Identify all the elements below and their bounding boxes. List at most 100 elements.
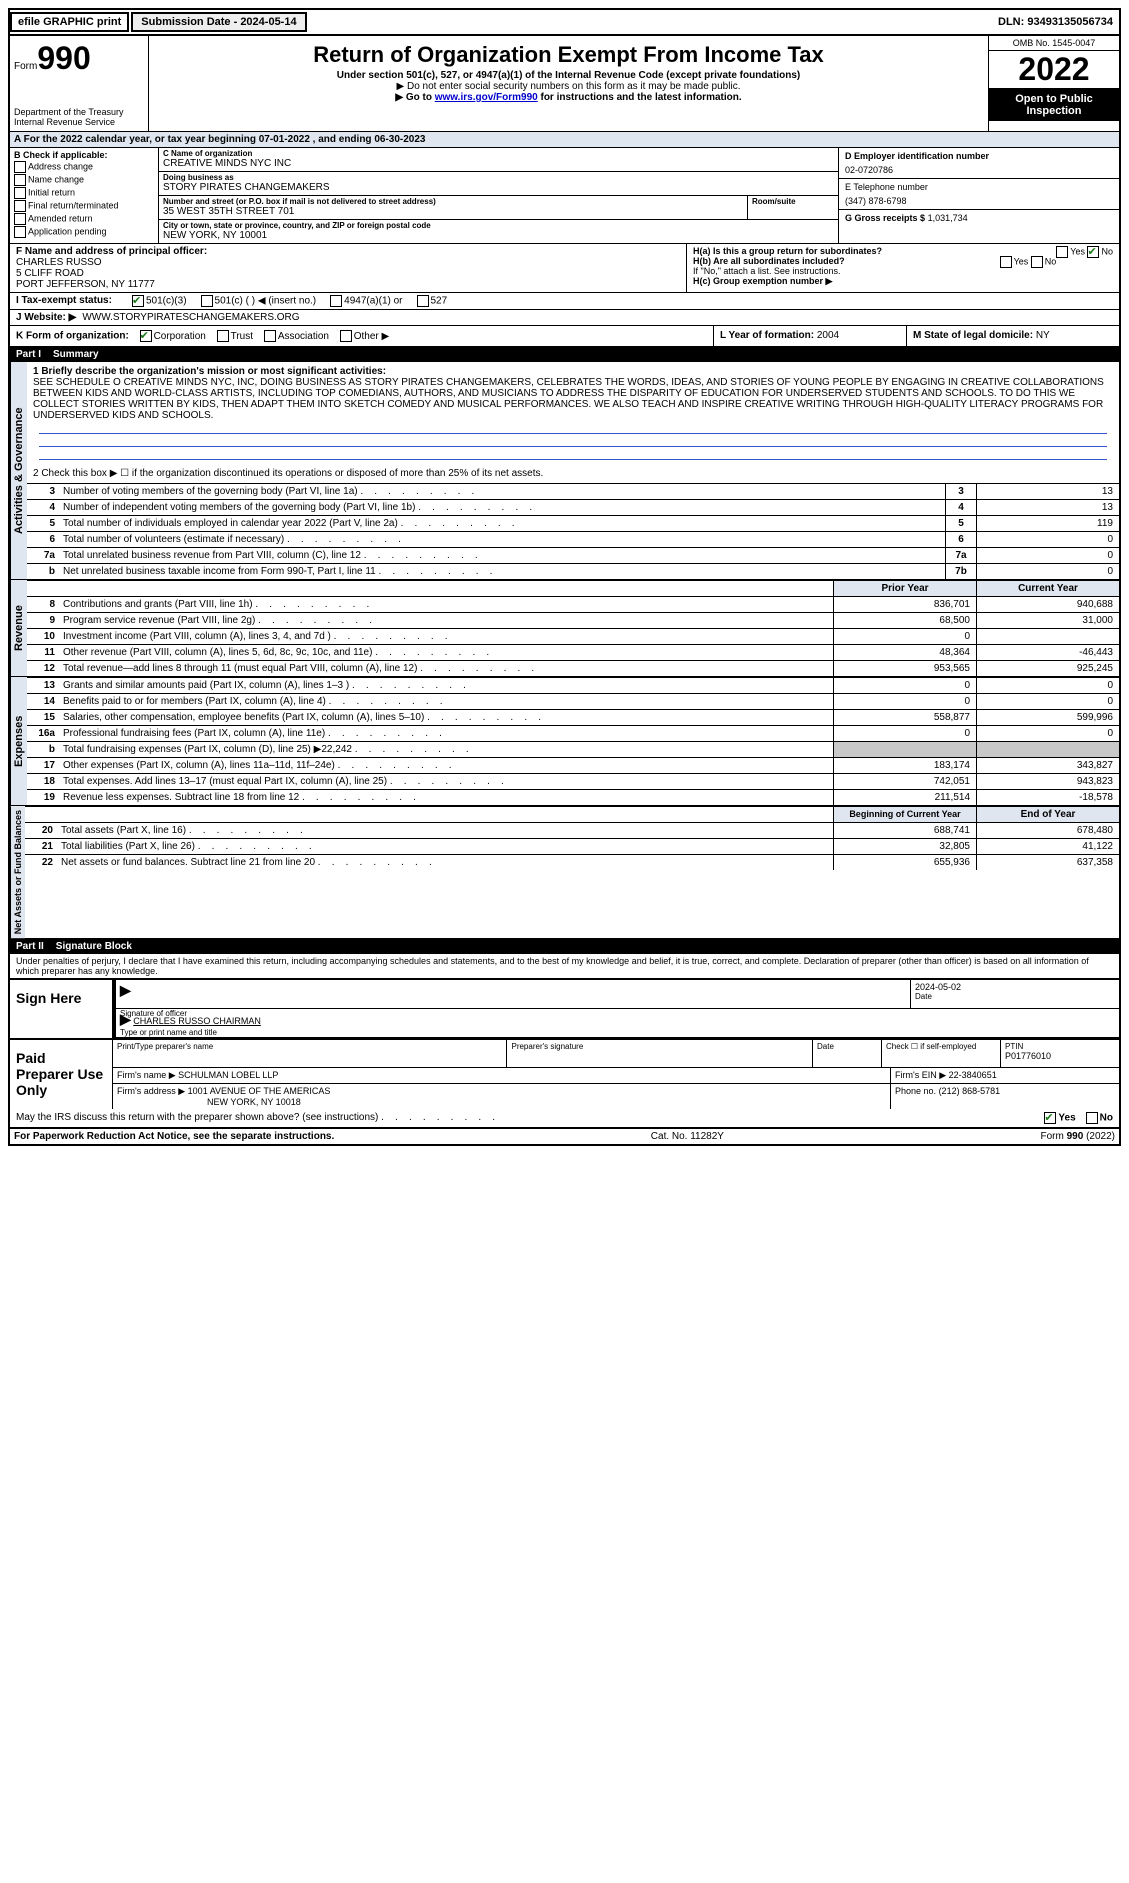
- paid-preparer-label: Paid Preparer Use Only: [10, 1040, 112, 1109]
- self-employed-check[interactable]: Check ☐ if self-employed: [881, 1040, 1000, 1067]
- form-num: 990: [37, 40, 90, 76]
- irs-label: Internal Revenue Service: [14, 117, 144, 127]
- header-right: OMB No. 1545-0047 2022 Open to Public In…: [988, 36, 1119, 131]
- summary-line: 6Total number of volunteers (estimate if…: [27, 531, 1119, 547]
- summary-line: 18Total expenses. Add lines 13–17 (must …: [27, 773, 1119, 789]
- side-governance: Activities & Governance: [10, 362, 27, 579]
- footer: For Paperwork Reduction Act Notice, see …: [10, 1128, 1119, 1144]
- summary-line: 17Other expenses (Part IX, column (A), l…: [27, 757, 1119, 773]
- firm-ein: 22-3840651: [949, 1070, 997, 1080]
- ein: 02-0720786: [845, 165, 1113, 175]
- col-headers: Prior Year Current Year: [27, 580, 1119, 596]
- firm-addr2: NEW YORK, NY 10018: [117, 1097, 886, 1107]
- cb-trust[interactable]: Trust: [217, 331, 253, 342]
- street: 35 WEST 35TH STREET 701: [159, 206, 747, 219]
- mission-text: SEE SCHEDULE O CREATIVE MINDS NYC, INC, …: [33, 377, 1113, 421]
- cb-initial-return[interactable]: Initial return: [14, 187, 154, 199]
- line-m: M State of legal domicile: NY: [906, 326, 1119, 346]
- sign-here-label: Sign Here: [10, 980, 112, 1038]
- note2-pre: ▶ Go to: [395, 92, 434, 103]
- cb-application-pending[interactable]: Application pending: [14, 226, 154, 238]
- section-h: H(a) Is this a group return for subordin…: [687, 244, 1119, 292]
- cb-name-change[interactable]: Name change: [14, 174, 154, 186]
- header-center: Return of Organization Exempt From Incom…: [149, 36, 988, 131]
- cb-final-return[interactable]: Final return/terminated: [14, 200, 154, 212]
- firm-addr-label: Firm's address ▶: [117, 1086, 185, 1096]
- exp-section: Expenses 13Grants and similar amounts pa…: [10, 677, 1119, 806]
- footer-mid: Cat. No. 11282Y: [651, 1131, 724, 1142]
- section-d: D Employer identification number 02-0720…: [838, 148, 1119, 243]
- h-a: H(a) Is this a group return for subordin…: [693, 246, 1113, 256]
- open-public-label: Open to Public Inspection: [989, 89, 1119, 121]
- line-1: 1 Briefly describe the organization's mi…: [27, 362, 1119, 464]
- summary-line: 8Contributions and grants (Part VIII, li…: [27, 596, 1119, 612]
- dept-label: Department of the Treasury: [14, 107, 144, 117]
- blank-line: [39, 447, 1107, 460]
- cb-amended[interactable]: Amended return: [14, 213, 154, 225]
- form-title: Return of Organization Exempt From Incom…: [153, 42, 984, 68]
- phone-label: E Telephone number: [845, 182, 1113, 192]
- perjury-text: Under penalties of perjury, I declare th…: [10, 954, 1119, 979]
- b-title: B Check if applicable:: [14, 150, 154, 160]
- cb-other[interactable]: Other ▶: [340, 331, 389, 342]
- line-klm: K Form of organization: Corporation Trus…: [10, 326, 1119, 347]
- cb-501c[interactable]: 501(c) ( ) ◀ (insert no.): [201, 295, 317, 307]
- firm-addr1: 1001 AVENUE OF THE AMERICAS: [188, 1086, 331, 1096]
- k-label: K Form of organization:: [16, 331, 129, 342]
- phone: (347) 878-6798: [845, 196, 1113, 206]
- section-f: F Name and address of principal officer:…: [10, 244, 687, 292]
- end-year-head: End of Year: [976, 807, 1119, 822]
- firm-phone: (212) 868-5781: [939, 1086, 1001, 1096]
- part2-header: Part II Signature Block: [10, 939, 1119, 954]
- summary-line: 19Revenue less expenses. Subtract line 1…: [27, 789, 1119, 805]
- rev-section: Revenue Prior Year Current Year 8Contrib…: [10, 580, 1119, 677]
- summary-line: 21Total liabilities (Part X, line 26)32,…: [25, 838, 1119, 854]
- print-name-label: Type or print name and title: [120, 1028, 1115, 1037]
- summary-line: 12Total revenue—add lines 8 through 11 (…: [27, 660, 1119, 676]
- discuss-yes[interactable]: Yes: [1044, 1112, 1075, 1124]
- h-c: H(c) Group exemption number ▶: [693, 276, 1113, 287]
- gross-label: G Gross receipts $: [845, 213, 925, 223]
- form-number: Form990: [14, 40, 144, 77]
- section-b: B Check if applicable: Address change Na…: [10, 148, 159, 243]
- j-label: J Website: ▶: [16, 312, 76, 323]
- irs-link[interactable]: www.irs.gov/Form990: [435, 92, 538, 103]
- footer-left: For Paperwork Reduction Act Notice, see …: [14, 1131, 334, 1142]
- footer-right: Form 990 (2022): [1041, 1131, 1115, 1142]
- summary-line: 15Salaries, other compensation, employee…: [27, 709, 1119, 725]
- cb-501c3[interactable]: 501(c)(3): [132, 295, 187, 307]
- ptin: P01776010: [1005, 1051, 1115, 1061]
- cb-527[interactable]: 527: [417, 295, 448, 307]
- prep-sig-label: Preparer's signature: [511, 1042, 808, 1051]
- cb-4947[interactable]: 4947(a)(1) or: [330, 295, 402, 307]
- gross-receipts: 1,031,734: [928, 213, 968, 223]
- sign-here-section: Sign Here ▶ Signature of officer 2024-05…: [10, 979, 1119, 1038]
- summary-line: 5Total number of individuals employed in…: [27, 515, 1119, 531]
- tax-year: 2022: [989, 51, 1119, 89]
- discuss-no[interactable]: No: [1086, 1112, 1113, 1124]
- summary-line: 13Grants and similar amounts paid (Part …: [27, 677, 1119, 693]
- blank-line: [39, 421, 1107, 434]
- summary-line: 10Investment income (Part VIII, column (…: [27, 628, 1119, 644]
- cb-address-change[interactable]: Address change: [14, 161, 154, 173]
- firm-phone-label: Phone no.: [895, 1086, 936, 1096]
- summary-line: 22Net assets or fund balances. Subtract …: [25, 854, 1119, 870]
- section-c: C Name of organization CREATIVE MINDS NY…: [159, 148, 838, 243]
- net-col-headers: Beginning of Current Year End of Year: [25, 806, 1119, 822]
- form-subtitle: Under section 501(c), 527, or 4947(a)(1)…: [153, 70, 984, 81]
- line-i: I Tax-exempt status: 501(c)(3) 501(c) ( …: [10, 293, 1119, 310]
- cb-assoc[interactable]: Association: [264, 331, 329, 342]
- officer-addr1: 5 CLIFF ROAD: [16, 268, 680, 279]
- h-b: H(b) Are all subordinates included? Yes …: [693, 256, 1113, 266]
- dots: [378, 1112, 495, 1124]
- header-left: Form990 Department of the Treasury Inter…: [10, 36, 149, 131]
- line-j: J Website: ▶ WWW.STORYPIRATESCHANGEMAKER…: [10, 310, 1119, 326]
- submission-date-button[interactable]: Submission Date - 2024-05-14: [131, 12, 306, 32]
- city-label: City or town, state or province, country…: [159, 220, 838, 230]
- street-label: Number and street (or P.O. box if mail i…: [159, 196, 747, 206]
- paid-preparer-section: Paid Preparer Use Only Print/Type prepar…: [10, 1038, 1119, 1109]
- cb-corp[interactable]: Corporation: [140, 331, 206, 342]
- summary-line: 16aProfessional fundraising fees (Part I…: [27, 725, 1119, 741]
- header: Form990 Department of the Treasury Inter…: [10, 36, 1119, 132]
- officer-name: CHARLES RUSSO: [16, 257, 680, 268]
